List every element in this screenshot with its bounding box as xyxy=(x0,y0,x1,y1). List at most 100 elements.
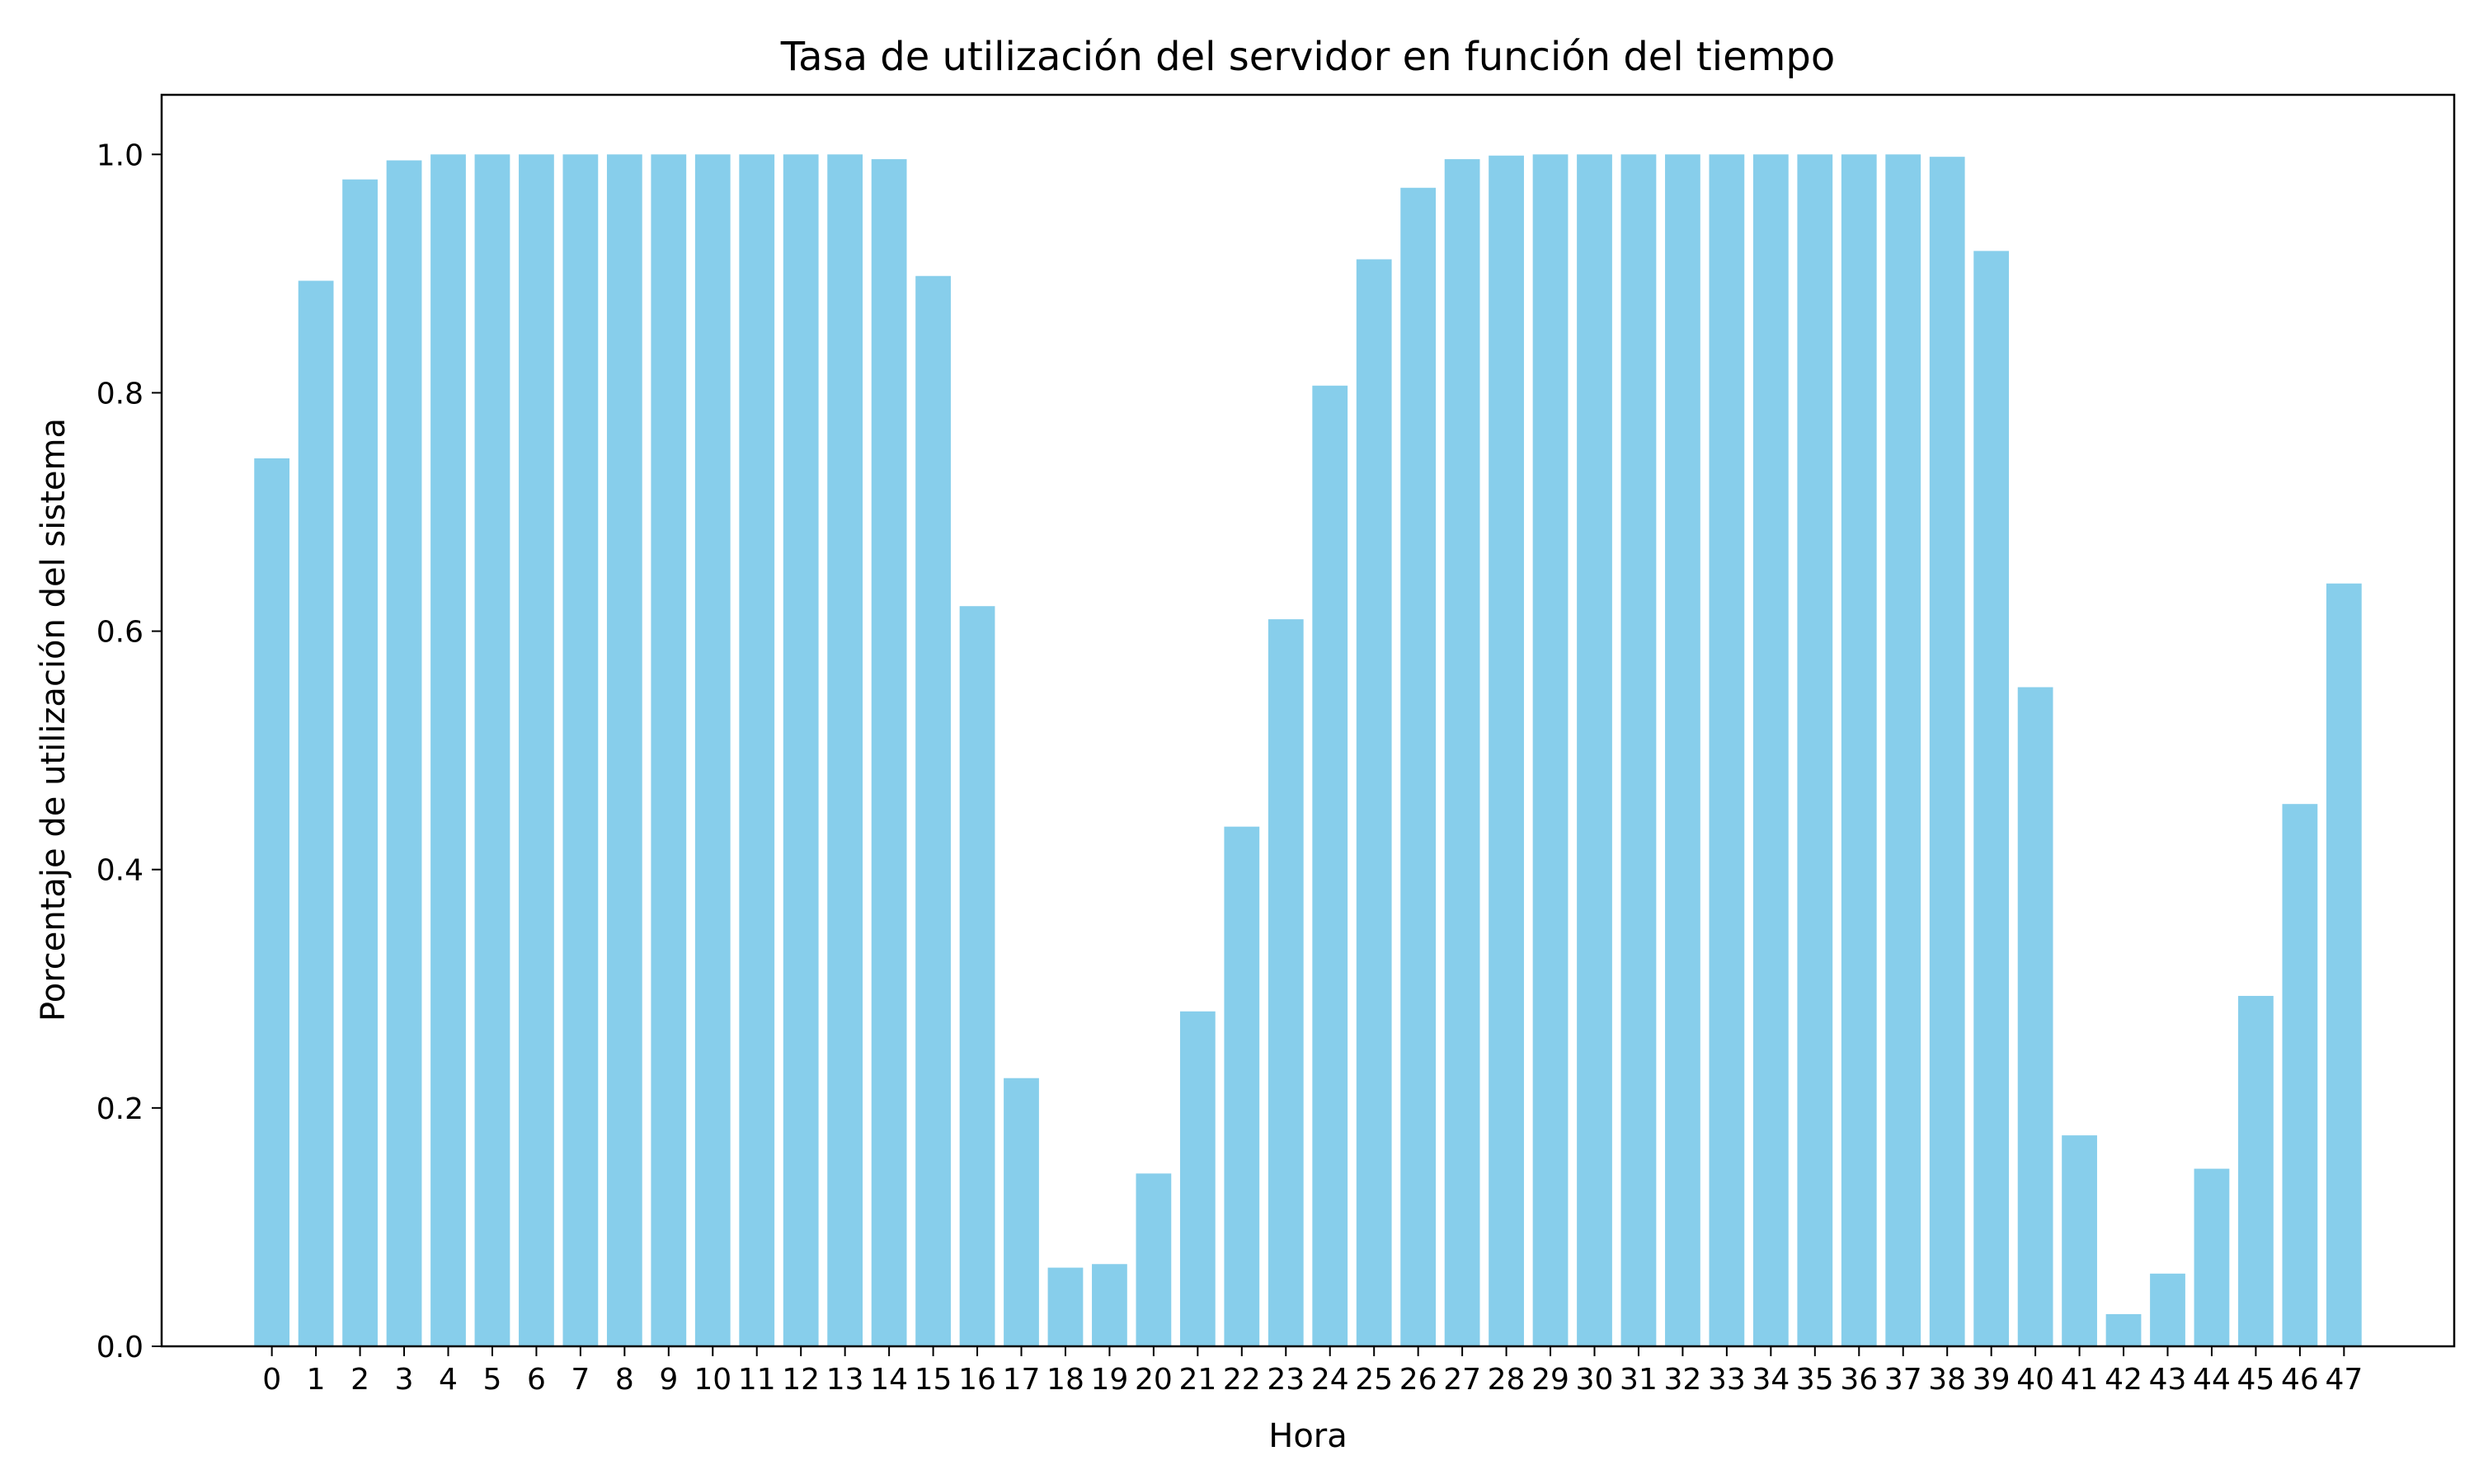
bar-39 xyxy=(1973,251,2010,1347)
bar-47 xyxy=(2326,583,2362,1346)
x-tick-label: 13 xyxy=(826,1363,864,1397)
bar-28 xyxy=(1489,155,1524,1346)
bar-31 xyxy=(1620,154,1657,1346)
bar-7 xyxy=(562,154,599,1346)
x-tick-label: 45 xyxy=(2237,1363,2275,1397)
x-tick-label: 3 xyxy=(395,1363,414,1397)
bar-24 xyxy=(1312,385,1348,1346)
x-tick-label: 15 xyxy=(915,1363,952,1397)
x-tick-label: 2 xyxy=(350,1363,369,1397)
bar-20 xyxy=(1136,1173,1172,1346)
bar-33 xyxy=(1709,154,1745,1346)
x-tick-label: 39 xyxy=(1973,1363,2011,1397)
bar-38 xyxy=(1929,157,1965,1347)
x-tick-label: 10 xyxy=(694,1363,731,1397)
x-tick-label: 16 xyxy=(958,1363,996,1397)
x-tick-label: 43 xyxy=(2149,1363,2187,1397)
x-tick-label: 19 xyxy=(1091,1363,1129,1397)
bar-35 xyxy=(1797,154,1833,1346)
bar-16 xyxy=(959,606,995,1346)
x-tick-label: 9 xyxy=(659,1363,678,1397)
x-tick-label: 29 xyxy=(1531,1363,1569,1397)
x-tick-label: 4 xyxy=(439,1363,458,1397)
bar-22 xyxy=(1224,826,1260,1346)
bar-10 xyxy=(694,154,731,1346)
x-tick-label: 6 xyxy=(527,1363,546,1397)
x-tick-label: 42 xyxy=(2105,1363,2142,1397)
x-tick-label: 24 xyxy=(1311,1363,1349,1397)
bar-9 xyxy=(651,154,687,1346)
bar-18 xyxy=(1047,1267,1084,1346)
bar-14 xyxy=(871,159,907,1346)
bars-group xyxy=(254,154,2362,1347)
bar-32 xyxy=(1665,154,1700,1346)
y-axis-ticks: 0.0 0.2 0.4 0.6 0.8 1.0 xyxy=(96,139,162,1364)
bar-36 xyxy=(1841,154,1877,1346)
x-tick-label: 36 xyxy=(1840,1363,1878,1397)
x-tick-label: 38 xyxy=(1928,1363,1966,1397)
bar-5 xyxy=(474,154,510,1346)
bar-25 xyxy=(1356,259,1392,1347)
x-tick-label: 0 xyxy=(262,1363,281,1397)
x-tick-label: 31 xyxy=(1620,1363,1658,1397)
x-tick-label: 33 xyxy=(1708,1363,1746,1397)
x-tick-label: 18 xyxy=(1047,1363,1084,1397)
bar-21 xyxy=(1179,1011,1216,1346)
x-tick-label: 21 xyxy=(1178,1363,1216,1397)
bar-0 xyxy=(254,458,290,1346)
x-tick-label: 23 xyxy=(1267,1363,1305,1397)
x-tick-label: 12 xyxy=(782,1363,820,1397)
x-tick-label: 25 xyxy=(1355,1363,1393,1397)
x-tick-label: 41 xyxy=(2061,1363,2099,1397)
plot-frame xyxy=(160,93,2456,1348)
bar-26 xyxy=(1400,187,1437,1346)
x-tick-label: 17 xyxy=(1003,1363,1041,1397)
x-tick-label: 32 xyxy=(1664,1363,1702,1397)
x-tick-label: 46 xyxy=(2281,1363,2319,1397)
x-tick-label: 47 xyxy=(2325,1363,2363,1397)
bar-43 xyxy=(2150,1273,2185,1346)
x-tick-label: 11 xyxy=(738,1363,776,1397)
bar-41 xyxy=(2062,1135,2097,1346)
y-axis-label: Porcentaje de utilización del sistema xyxy=(35,418,73,1021)
x-tick-label: 22 xyxy=(1223,1363,1261,1397)
x-tick-label: 27 xyxy=(1443,1363,1481,1397)
bar-23 xyxy=(1268,619,1304,1346)
x-tick-label: 26 xyxy=(1399,1363,1437,1397)
bar-4 xyxy=(430,154,466,1346)
bar-3 xyxy=(386,160,422,1346)
bar-11 xyxy=(739,154,775,1346)
bar-12 xyxy=(783,154,819,1346)
bar-30 xyxy=(1577,154,1612,1346)
x-tick-label: 5 xyxy=(483,1363,502,1397)
bar-42 xyxy=(2105,1313,2142,1346)
y-tick-label: 0.4 xyxy=(96,854,143,888)
x-tick-label: 30 xyxy=(1576,1363,1614,1397)
x-axis-ticks: 0 1 2 3 4 5 6 7 8 9 10 11 12 13 14 15 16 17 18 19 20 21 22 23 24… xyxy=(262,1346,2363,1397)
bar-17 xyxy=(1004,1078,1039,1346)
bar-13 xyxy=(827,154,863,1346)
y-tick-label: 1.0 xyxy=(96,139,143,172)
bar-34 xyxy=(1752,154,1789,1346)
y-tick-label: 0.8 xyxy=(96,377,143,411)
x-tick-label: 35 xyxy=(1796,1363,1834,1397)
bar-44 xyxy=(2194,1168,2230,1346)
x-tick-label: 14 xyxy=(870,1363,908,1397)
bar-46 xyxy=(2282,804,2318,1346)
bar-40 xyxy=(2017,687,2053,1346)
x-tick-label: 44 xyxy=(2193,1363,2231,1397)
bar-37 xyxy=(1885,154,1921,1346)
chart-title: Tasa de utilización del servidor en func… xyxy=(780,34,1835,80)
bar-45 xyxy=(2238,995,2274,1346)
bar-8 xyxy=(606,154,642,1346)
x-tick-label: 37 xyxy=(1884,1363,1922,1397)
bar-19 xyxy=(1092,1264,1127,1346)
bar-2 xyxy=(342,179,378,1346)
x-tick-label: 7 xyxy=(571,1363,590,1397)
y-tick-label: 0.6 xyxy=(96,616,143,650)
bar-1 xyxy=(298,280,334,1346)
x-tick-label: 34 xyxy=(1752,1363,1790,1397)
bar-27 xyxy=(1444,159,1480,1346)
bar-15 xyxy=(915,275,951,1347)
